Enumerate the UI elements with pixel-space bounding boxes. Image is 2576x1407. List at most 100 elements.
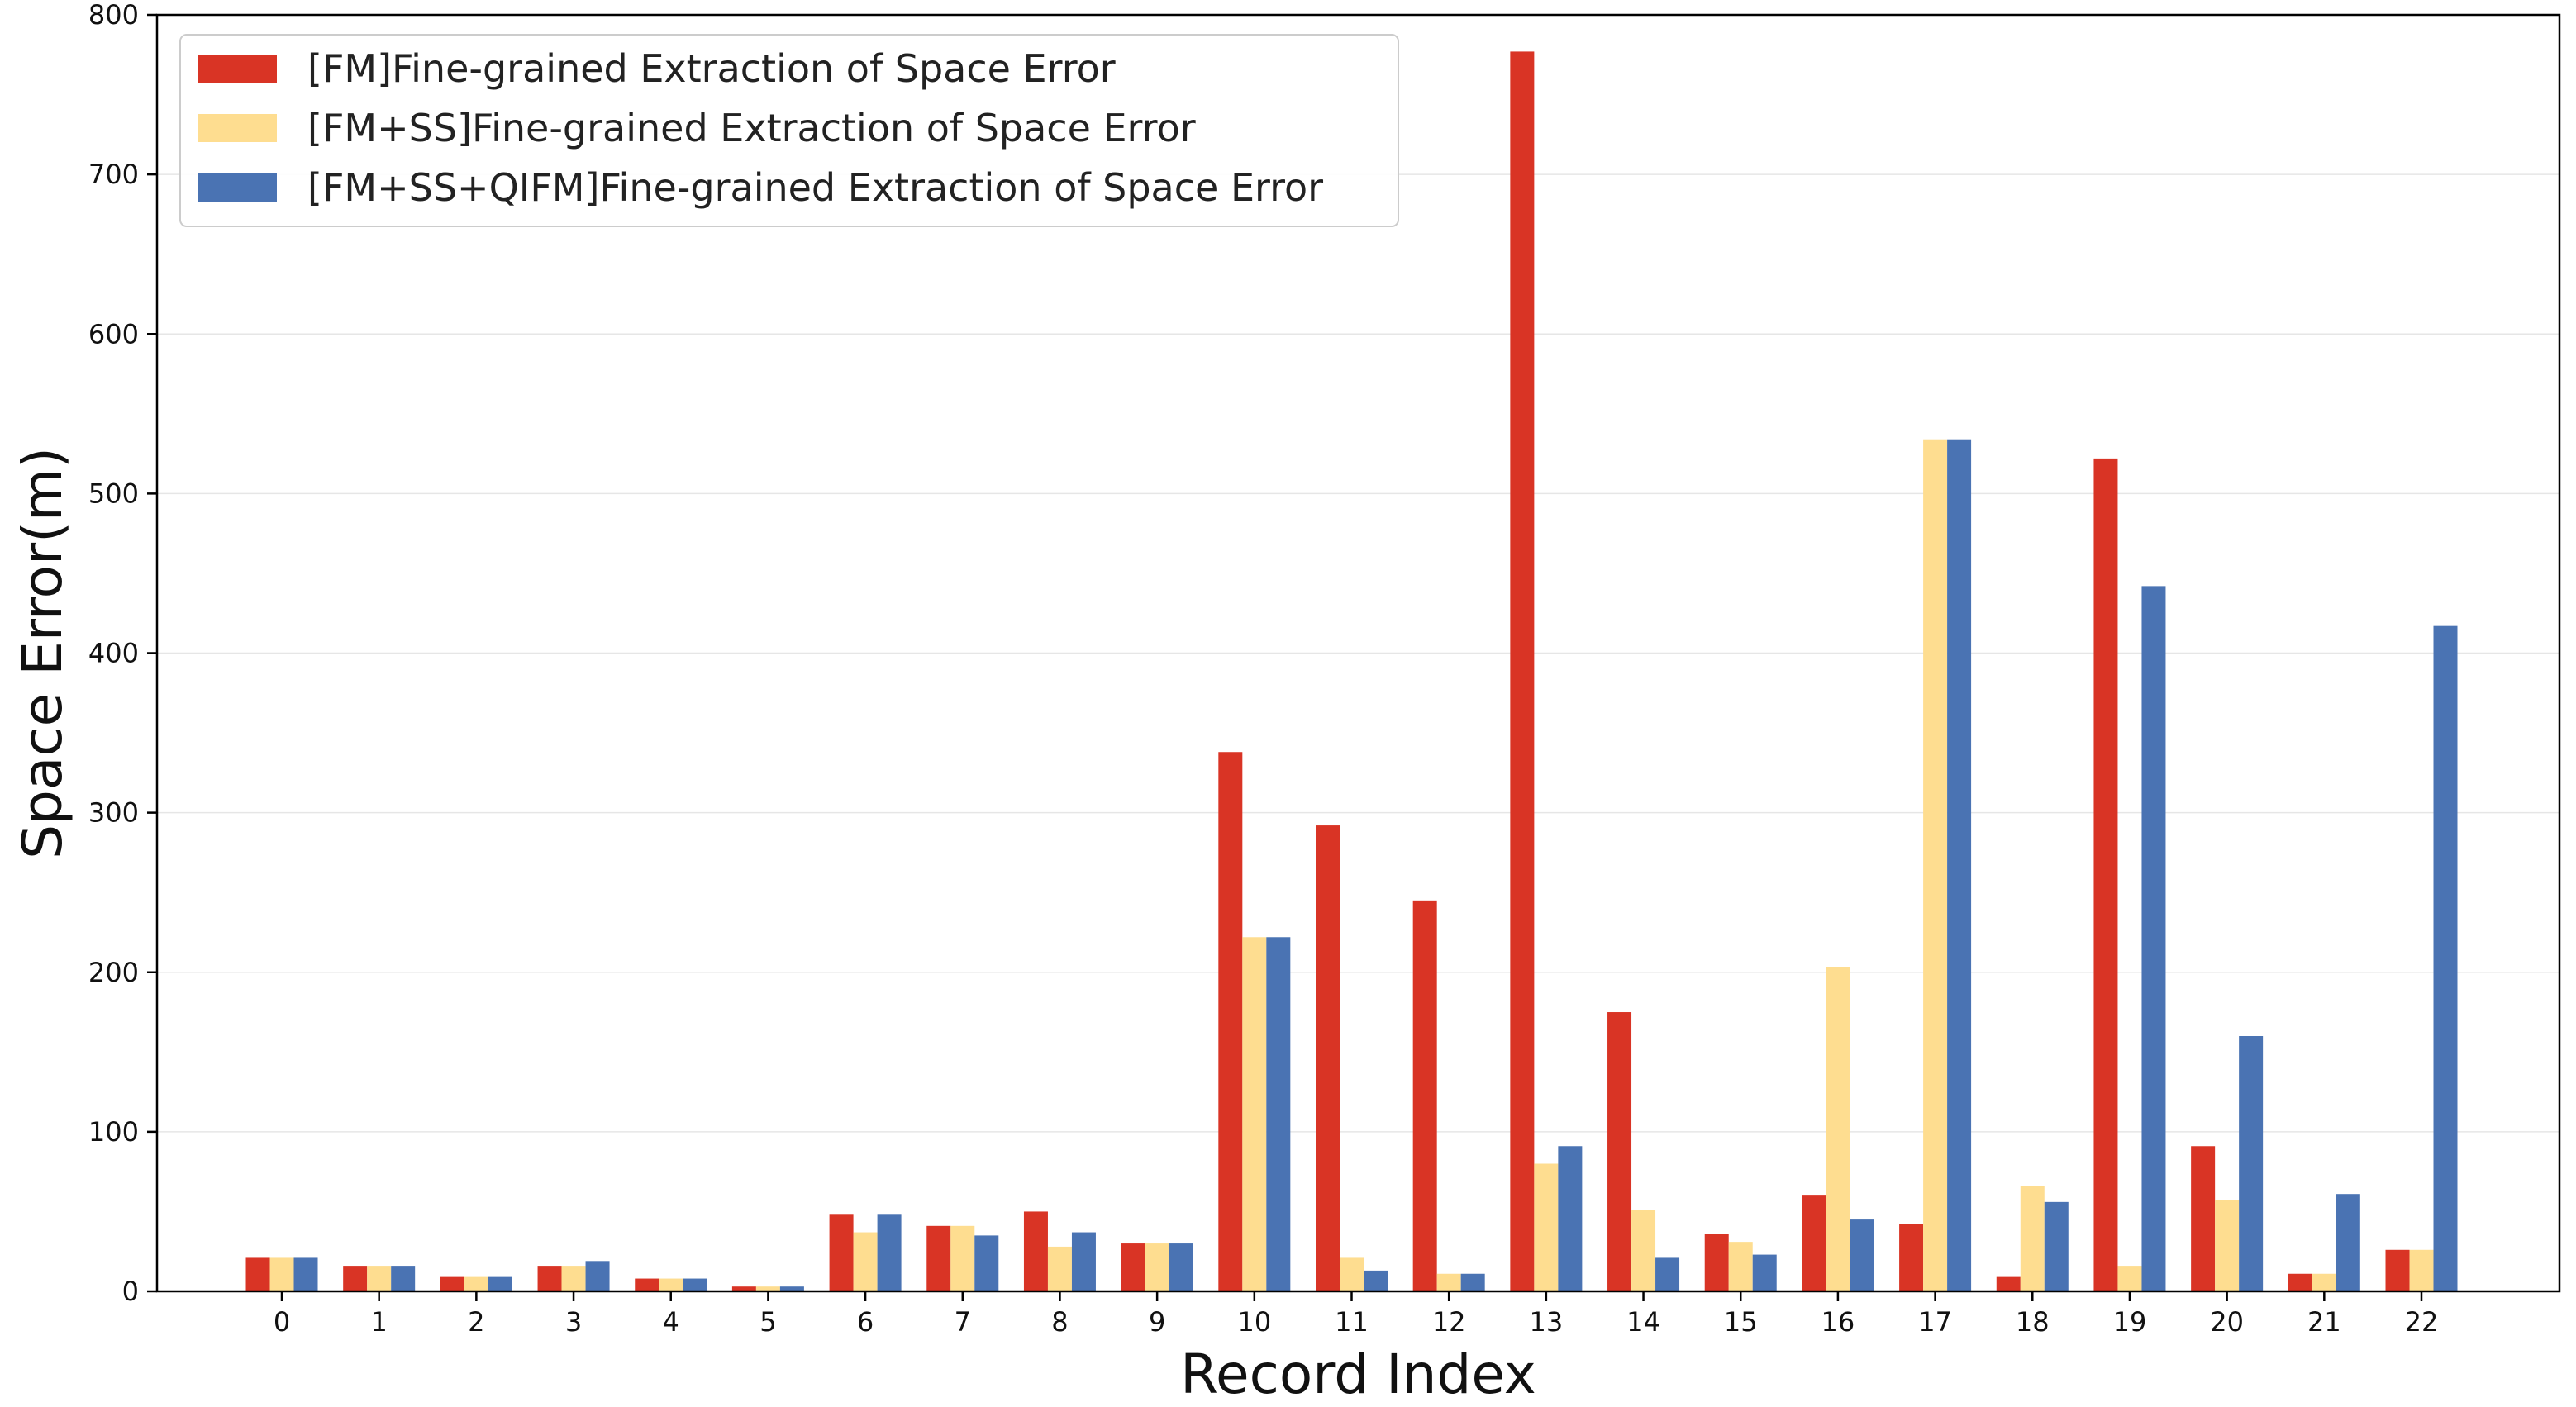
bar-series-1-record-9 — [1121, 1243, 1145, 1291]
bar-series-2-record-16 — [1826, 967, 1850, 1291]
x-tick-label: 15 — [1724, 1306, 1758, 1338]
x-tick-label: 12 — [1432, 1306, 1466, 1338]
x-axis-ticks: 0 1 2 3 4 5 6 7 8 9 10 11 12 13 14 15 16 17 18 19 20 21 22 — [274, 1291, 2438, 1338]
bar-series-3-record-17 — [1947, 439, 1972, 1291]
legend: [FM]Fine-grained Extraction of Space Err… — [179, 34, 1399, 227]
bar-series-3-record-1 — [391, 1266, 416, 1291]
bar-series-2-record-20 — [2215, 1200, 2240, 1291]
bar-series-1-record-8 — [1023, 1211, 1048, 1291]
legend-label-3: [FM+SS+QIFM]Fine-grained Extraction of S… — [307, 165, 1323, 210]
bar-series-3-record-10 — [1266, 937, 1291, 1291]
bar-series-3-record-11 — [1364, 1270, 1388, 1291]
x-tick-label: 16 — [1821, 1306, 1855, 1338]
bar-series-2-record-17 — [1923, 439, 1948, 1291]
bar-series-1-record-1 — [343, 1266, 368, 1291]
bar-series-1-record-10 — [1218, 752, 1243, 1291]
bar-series-1-record-0 — [245, 1257, 270, 1291]
bar-series-3-record-20 — [2239, 1036, 2264, 1291]
bar-series-1-record-20 — [2191, 1146, 2216, 1291]
legend-swatch-1 — [198, 55, 277, 83]
bar-series-2-record-3 — [561, 1266, 586, 1291]
bar-series-2-record-11 — [1340, 1257, 1364, 1291]
y-tick-label: 600 — [88, 318, 139, 349]
bar-series-1-record-4 — [635, 1278, 659, 1291]
x-tick-label: 14 — [1626, 1306, 1660, 1338]
bars — [245, 51, 2458, 1292]
bar-series-2-record-9 — [1145, 1243, 1169, 1291]
bar-series-2-record-13 — [1534, 1163, 1559, 1291]
bar-series-2-record-22 — [2409, 1249, 2434, 1291]
x-tick-label: 3 — [565, 1306, 582, 1338]
y-tick-label: 200 — [88, 957, 139, 988]
bar-series-1-record-13 — [1510, 51, 1535, 1292]
x-tick-label: 6 — [857, 1306, 874, 1338]
bar-series-2-record-6 — [853, 1232, 878, 1291]
bar-series-3-record-2 — [488, 1276, 512, 1291]
x-tick-label: 9 — [1149, 1306, 1165, 1338]
y-tick-label: 0 — [122, 1276, 139, 1307]
legend-label-1: [FM]Fine-grained Extraction of Space Err… — [307, 46, 1116, 91]
y-tick-label: 100 — [88, 1116, 139, 1148]
bar-series-2-record-15 — [1728, 1242, 1753, 1291]
bar-series-3-record-22 — [2433, 625, 2458, 1291]
y-tick-label: 800 — [88, 0, 139, 31]
bar-series-2-record-19 — [2117, 1266, 2142, 1291]
bar-series-1-record-5 — [731, 1286, 756, 1291]
x-tick-label: 0 — [274, 1306, 290, 1338]
bar-series-3-record-3 — [585, 1261, 610, 1291]
bar-series-3-record-21 — [2336, 1194, 2360, 1291]
bar-series-1-record-22 — [2385, 1249, 2410, 1291]
bar-series-2-record-2 — [464, 1276, 488, 1291]
x-tick-label: 19 — [2113, 1306, 2147, 1338]
bar-series-1-record-19 — [2093, 458, 2118, 1291]
bar-series-1-record-12 — [1412, 900, 1437, 1291]
bar-series-1-record-15 — [1704, 1234, 1729, 1291]
bar-series-3-record-14 — [1655, 1257, 1680, 1291]
y-tick-label: 500 — [88, 478, 139, 509]
bar-series-1-record-16 — [1802, 1195, 1826, 1291]
y-tick-label: 700 — [88, 159, 139, 190]
y-tick-label: 300 — [88, 797, 139, 829]
x-axis-title: Record Index — [1180, 1343, 1536, 1406]
bar-series-2-record-5 — [755, 1286, 780, 1291]
bar-series-2-record-1 — [367, 1266, 392, 1291]
x-tick-label: 8 — [1051, 1306, 1068, 1338]
bar-series-2-record-21 — [2312, 1273, 2336, 1291]
x-tick-label: 10 — [1237, 1306, 1271, 1338]
x-tick-label: 18 — [2016, 1306, 2050, 1338]
bar-series-1-record-21 — [2288, 1273, 2312, 1291]
x-tick-label: 7 — [955, 1306, 971, 1338]
y-tick-label: 400 — [88, 638, 139, 669]
bar-series-1-record-2 — [440, 1276, 464, 1291]
legend-box — [179, 34, 1399, 227]
x-tick-label: 17 — [1918, 1306, 1952, 1338]
bar-series-3-record-19 — [2141, 586, 2166, 1291]
bar-series-3-record-15 — [1752, 1254, 1777, 1291]
x-tick-label: 21 — [2307, 1306, 2341, 1338]
bar-series-1-record-7 — [926, 1225, 951, 1291]
bar-series-3-record-9 — [1169, 1243, 1193, 1291]
bar-series-1-record-14 — [1607, 1012, 1632, 1291]
bar-series-2-record-4 — [659, 1278, 683, 1291]
bar-series-2-record-12 — [1436, 1273, 1461, 1291]
legend-swatch-3 — [198, 173, 277, 202]
bar-series-2-record-8 — [1047, 1246, 1072, 1291]
bar-series-3-record-6 — [877, 1214, 902, 1291]
bar-series-1-record-6 — [829, 1214, 854, 1291]
bar-series-1-record-11 — [1316, 825, 1340, 1291]
bar-series-3-record-4 — [683, 1278, 707, 1291]
bar-series-3-record-18 — [2044, 1201, 2069, 1291]
bar-series-3-record-13 — [1558, 1146, 1583, 1291]
bar-series-1-record-3 — [537, 1266, 562, 1291]
bar-series-2-record-0 — [269, 1257, 294, 1291]
x-tick-label: 13 — [1530, 1306, 1564, 1338]
x-tick-label: 20 — [2210, 1306, 2244, 1338]
bar-series-1-record-17 — [1899, 1224, 1924, 1291]
y-axis-ticks: 0 100 200 300 400 500 600 700 800 — [88, 0, 157, 1307]
x-tick-label: 5 — [759, 1306, 776, 1338]
legend-swatch-2 — [198, 114, 277, 142]
bar-series-3-record-0 — [293, 1257, 318, 1291]
bar-series-2-record-10 — [1242, 937, 1267, 1291]
